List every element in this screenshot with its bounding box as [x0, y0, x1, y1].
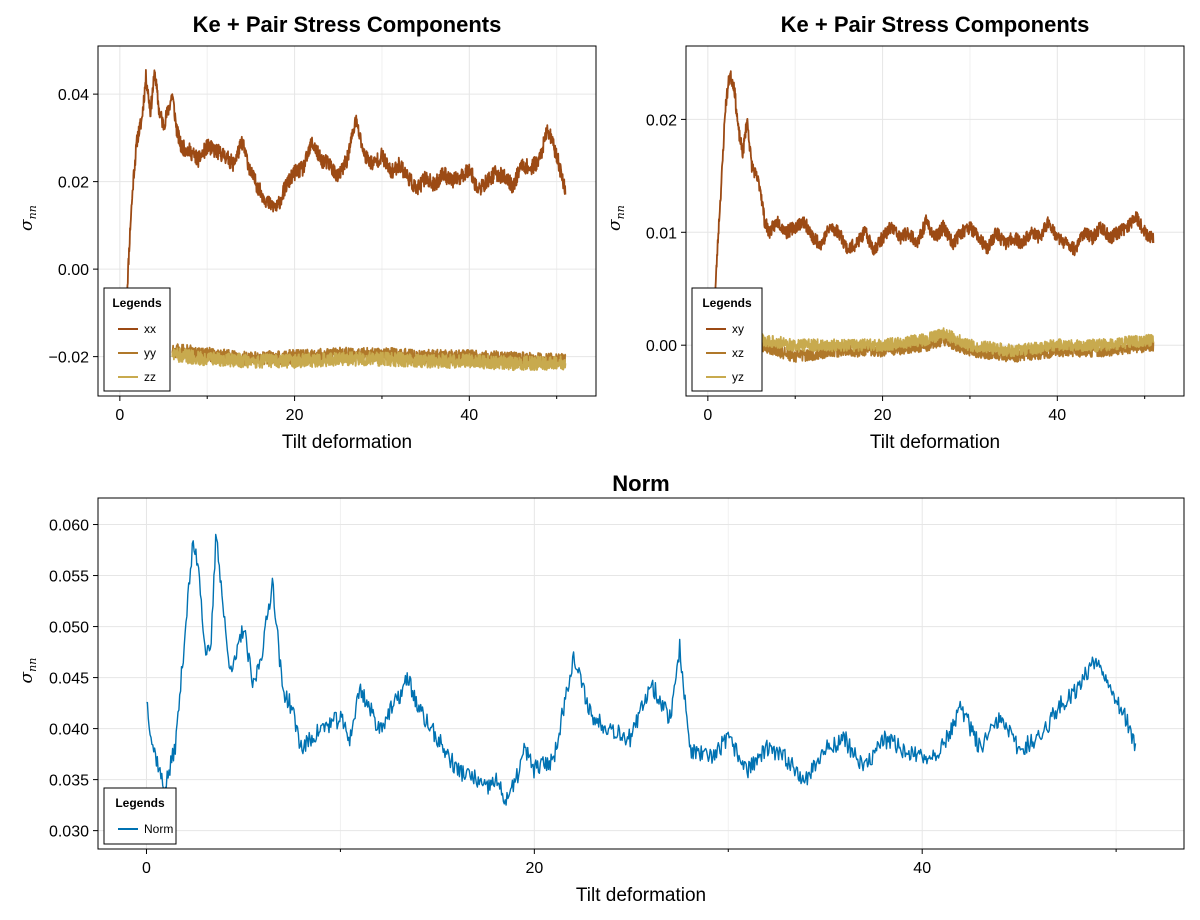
x-tick-label: 40	[460, 407, 478, 424]
legend-title: Legends	[115, 796, 165, 810]
y-axis-label-subscript: nn	[26, 658, 39, 672]
y-tick-label: 0.035	[49, 773, 89, 790]
y-axis-label: σnn	[17, 658, 39, 684]
chart-panel-stress-diagonal: 0 20 40 −0.02 0.00 0.02 0.04 Ke + Pair Stress C…	[17, 12, 597, 453]
legend-title: Legends	[112, 296, 162, 310]
legend-label-yz: yz	[732, 370, 744, 384]
plot-frame	[97, 45, 597, 397]
series-line-Norm	[146, 533, 1137, 806]
y-axis-label: σnn	[605, 205, 627, 231]
x-tick-label: 20	[286, 407, 304, 424]
y-tick-label: 0.02	[646, 112, 677, 129]
y-tick-label: 0.04	[58, 87, 89, 104]
legend-title: Legends	[702, 296, 752, 310]
x-tick-label: 0	[142, 860, 151, 877]
chart-title: Ke + Pair Stress Components	[193, 12, 502, 37]
y-tick-label: 0.01	[646, 225, 677, 242]
y-tick-label: 0.00	[58, 262, 89, 279]
legend-label-Norm: Norm	[144, 822, 173, 836]
x-tick-label: 0	[703, 407, 712, 424]
x-tick-label: 20	[525, 860, 543, 877]
y-axis-label: σnn	[17, 205, 39, 231]
y-tick-label: 0.060	[49, 518, 89, 535]
series-line-xx	[125, 69, 567, 300]
legend-box	[103, 787, 177, 845]
x-axis-label: Tilt deformation	[870, 432, 1000, 453]
legend: Legends Norm	[103, 787, 177, 845]
series-line-yz	[759, 327, 1155, 358]
y-axis-label-symbol: σ	[17, 219, 37, 231]
y-tick-label: 0.00	[646, 338, 677, 355]
y-tick-label: 0.045	[49, 671, 89, 688]
legend: Legends xx yy zz	[103, 287, 171, 392]
legend-label-xx: xx	[144, 322, 156, 336]
chart-panel-stress-offdiagonal: 0 20 40 0.00 0.01 0.02 Ke + Pair Stress Compon…	[605, 12, 1185, 453]
plot-frame	[685, 45, 1185, 397]
y-tick-label: 0.02	[58, 175, 89, 192]
y-axis-label-symbol: σ	[17, 672, 37, 684]
legend-label-yy: yy	[144, 346, 156, 360]
x-axis-label: Tilt deformation	[282, 432, 412, 453]
y-tick-label: −0.02	[49, 350, 90, 367]
legend-label-xy: xy	[732, 322, 744, 336]
legend-label-zz: zz	[144, 370, 156, 384]
y-tick-label: 0.030	[49, 824, 89, 841]
x-tick-label: 40	[1048, 407, 1066, 424]
chart-title: Ke + Pair Stress Components	[781, 12, 1090, 37]
series-line-xy	[713, 70, 1155, 304]
legend-box	[103, 287, 171, 392]
legend-label-xz: xz	[732, 346, 744, 360]
x-axis-label: Tilt deformation	[576, 885, 706, 906]
y-axis-label-symbol: σ	[605, 219, 625, 231]
chart-title: Norm	[612, 471, 669, 496]
x-tick-label: 0	[115, 407, 124, 424]
chart-panel-norm: 0 20 40 0.030 0.035 0.040 0.045 0.050 0.055 0.060…	[17, 471, 1185, 906]
x-tick-label: 20	[874, 407, 892, 424]
y-axis-label-subscript: nn	[614, 205, 627, 219]
y-tick-label: 0.040	[49, 722, 89, 739]
x-tick-label: 40	[913, 860, 931, 877]
legend-box	[691, 287, 763, 392]
legend: Legends xy xz yz	[691, 287, 763, 392]
y-axis-label-subscript: nn	[26, 205, 39, 219]
plot-frame	[97, 497, 1185, 850]
y-tick-label: 0.055	[49, 569, 89, 586]
y-tick-label: 0.050	[49, 620, 89, 637]
series-line-zz	[171, 347, 567, 372]
